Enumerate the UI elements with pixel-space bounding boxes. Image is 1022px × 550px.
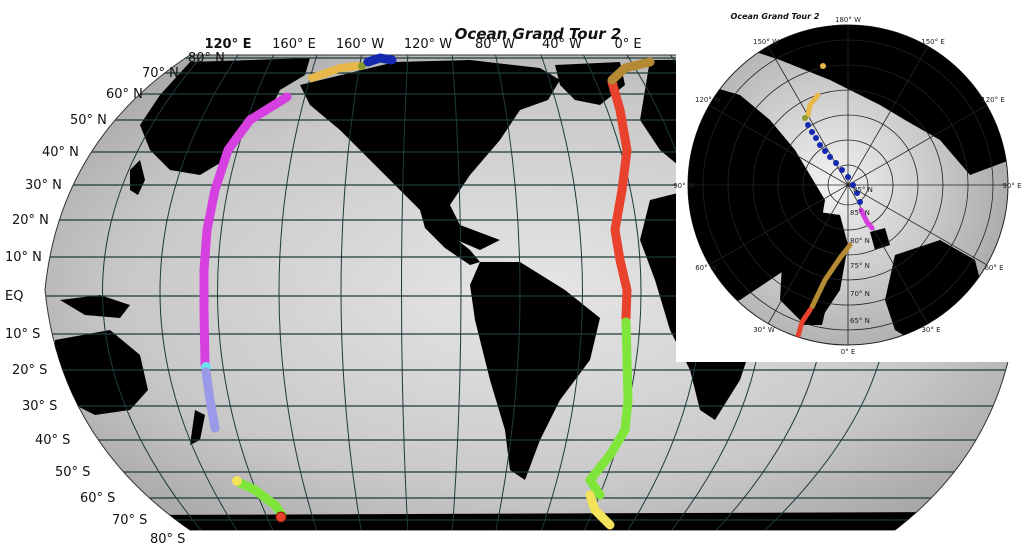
- inset-map-tracks: [794, 92, 875, 343]
- track-segment-yellow-southern: [585, 490, 615, 530]
- inset-point-olive: [802, 115, 808, 121]
- lat-label-30s: 30° S: [22, 399, 57, 414]
- lat-label-20n: 20° N: [12, 213, 49, 228]
- track-segment-green-south-pacific: [233, 477, 287, 520]
- lat-label-eq: EQ: [5, 289, 23, 304]
- inset-lat-85n: 85° N: [850, 209, 870, 217]
- lat-label-70s: 70° S: [112, 513, 147, 528]
- lon-label-80w: 80° W: [475, 37, 515, 52]
- main-map-lon-labels: 120° E 160° E 160° W 120° W 80° W 40° W …: [204, 37, 641, 52]
- lat-label-50n: 50° N: [70, 113, 107, 128]
- inset-track-orange: [805, 92, 821, 118]
- lat-label-10n: 10° N: [5, 250, 42, 265]
- main-map-title: Ocean Grand Tour 2: [455, 25, 622, 43]
- lon-label-0e: 0° E: [614, 37, 641, 52]
- track-segment-gold-arctic: [607, 57, 655, 85]
- lon-label-120e: 120° E: [204, 37, 251, 52]
- main-map-lat-labels: 80° N 70° N 60° N 50° N 40° N 30° N 20° …: [5, 51, 225, 547]
- lat-label-80n: 80° N: [188, 51, 225, 66]
- inset-lon-120e: 120° E: [981, 96, 1005, 104]
- inset-lat-70n: 70° N: [850, 290, 870, 298]
- inset-map-title: Ocean Grand Tour 2: [731, 12, 820, 21]
- inset-lon-90w: 90° W: [673, 182, 695, 190]
- track-segment-red-atlantic: [607, 77, 632, 323]
- inset-lat-80n: 80° N: [850, 237, 870, 245]
- lon-label-40w: 40° W: [542, 37, 582, 52]
- inset-lon-60w: 60° W: [695, 264, 717, 272]
- main-map-tracks: [199, 53, 655, 530]
- lat-label-60n: 60° N: [106, 87, 143, 102]
- inset-map-lat-labels: 85° N 85° N 80° N 75° N 70° N 65° N: [850, 186, 873, 325]
- inset-track-magenta: [858, 207, 875, 231]
- inset-lon-180w: 180° W: [835, 16, 861, 24]
- inset-point-orange-top: [820, 63, 826, 69]
- lat-label-10s: 10° S: [5, 327, 40, 342]
- lat-label-40s: 40° S: [35, 433, 70, 448]
- lat-label-50s: 50° S: [55, 465, 90, 480]
- lat-label-60s: 60° S: [80, 491, 115, 506]
- inset-lon-30e: 30° E: [921, 326, 940, 334]
- lon-label-160e: 160° E: [272, 37, 316, 52]
- track-segment-orange-bering: [308, 62, 362, 82]
- lon-label-120w: 120° W: [404, 37, 452, 52]
- inset-lon-0e: 0° E: [841, 348, 856, 356]
- lon-label-160w: 160° W: [336, 37, 384, 52]
- lat-label-80s: 80° S: [150, 532, 185, 547]
- inset-track-red: [794, 307, 813, 343]
- track-point-red-pacific: [275, 511, 287, 523]
- inset-lon-150e: 150° E: [921, 38, 945, 46]
- track-segment-lavender: [201, 367, 220, 433]
- inset-track-blue: [805, 122, 863, 205]
- lat-label-20s: 20° S: [12, 363, 47, 378]
- lat-label-40n: 40° N: [42, 145, 79, 160]
- track-segment-green-atlantic: [585, 317, 633, 500]
- inset-map-graticule: [688, 25, 1008, 345]
- inset-lon-30w: 30° W: [753, 326, 775, 334]
- inset-map: Ocean Grand Tour 2 180° W 150° W 120° W …: [673, 0, 1022, 362]
- inset-lon-150w: 150° W: [753, 38, 779, 46]
- track-point-yellow-pacific: [232, 476, 242, 486]
- inset-lon-120w: 120° W: [695, 96, 721, 104]
- track-segment-magenta: [199, 92, 292, 370]
- inset-map-lon-labels: 180° W 150° W 120° W 90° W 60° W 30° W 0…: [673, 16, 1021, 356]
- inset-lat-65n: 65° N: [850, 317, 870, 325]
- inset-lon-90e: 90° E: [1002, 182, 1021, 190]
- inset-track-gold: [809, 242, 853, 310]
- inset-lat-85n-center: 85° N: [853, 186, 873, 194]
- lat-label-70n: 70° N: [142, 66, 179, 81]
- track-segment-blue-arctic: [363, 53, 397, 67]
- inset-lon-60e: 60° E: [984, 264, 1003, 272]
- lat-label-30n: 30° N: [25, 178, 62, 193]
- inset-lat-75n: 75° N: [850, 262, 870, 270]
